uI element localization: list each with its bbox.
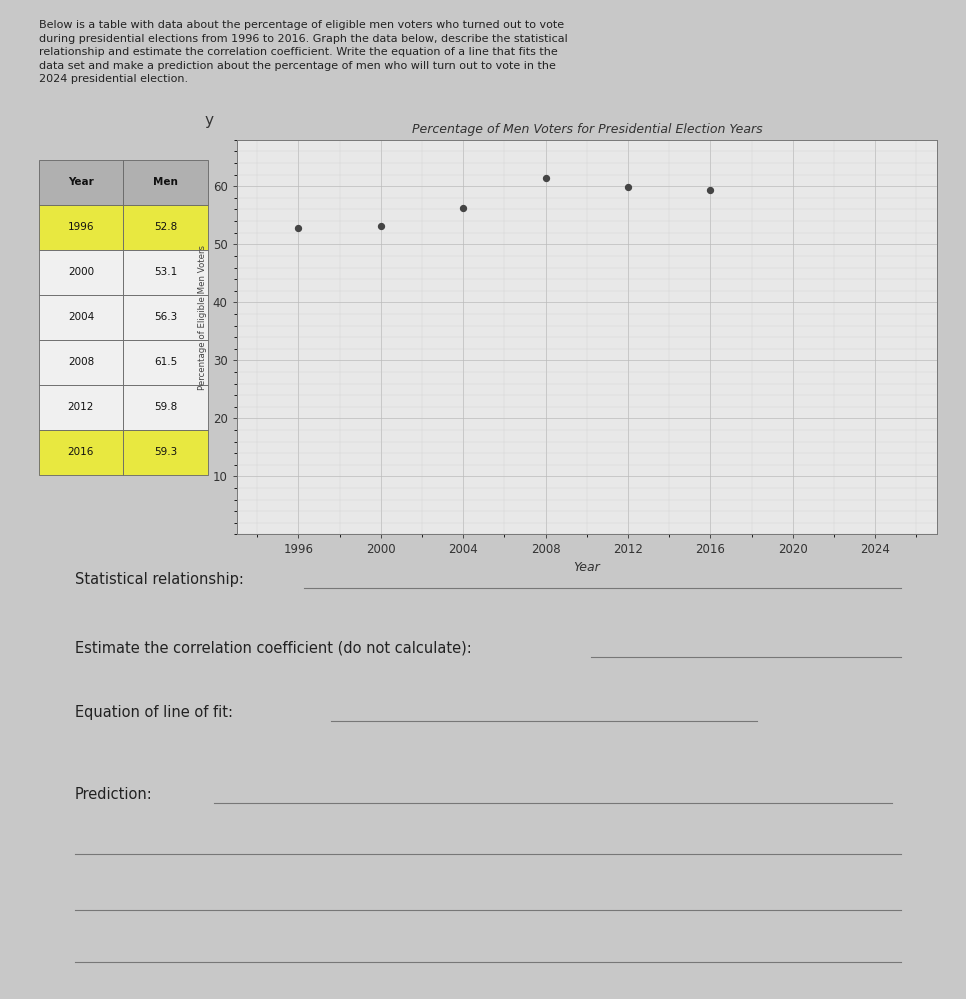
Text: Percentage of Eligible Men Voters: Percentage of Eligible Men Voters: [198, 245, 208, 390]
Text: y: y: [204, 113, 213, 128]
Point: [620, 180, 636, 196]
Bar: [39, 385, 124, 430]
Text: 53.1: 53.1: [154, 267, 177, 278]
Bar: [124, 250, 208, 295]
Text: Prediction:: Prediction:: [74, 787, 153, 802]
Text: Year: Year: [68, 177, 94, 188]
Text: 2012: 2012: [68, 402, 94, 413]
Text: Statistical relationship:: Statistical relationship:: [74, 572, 243, 587]
Point: [538, 170, 554, 186]
Text: 59.8: 59.8: [154, 402, 177, 413]
Bar: [124, 430, 208, 475]
Bar: [39, 250, 124, 295]
Text: 2004: 2004: [68, 312, 94, 323]
Bar: [124, 340, 208, 385]
Bar: [39, 430, 124, 475]
Text: Estimate the correlation coefficient (do not calculate):: Estimate the correlation coefficient (do…: [74, 640, 471, 655]
Text: 59.3: 59.3: [154, 447, 177, 458]
X-axis label: Year: Year: [574, 560, 600, 573]
Bar: [124, 385, 208, 430]
Text: 1996: 1996: [68, 222, 94, 233]
Text: 61.5: 61.5: [154, 357, 177, 368]
Point: [291, 220, 306, 236]
Point: [456, 200, 471, 216]
Text: Below is a table with data about the percentage of eligible men voters who turne: Below is a table with data about the per…: [39, 20, 567, 84]
Text: 52.8: 52.8: [154, 222, 177, 233]
Bar: [39, 160, 124, 205]
Text: Men: Men: [153, 177, 178, 188]
Bar: [124, 160, 208, 205]
Bar: [39, 205, 124, 250]
Title: Percentage of Men Voters for Presidential Election Years: Percentage of Men Voters for Presidentia…: [412, 123, 762, 136]
Text: Equation of line of fit:: Equation of line of fit:: [74, 705, 233, 720]
Bar: [39, 295, 124, 340]
Text: 2008: 2008: [68, 357, 94, 368]
Text: 56.3: 56.3: [154, 312, 177, 323]
Point: [702, 183, 718, 199]
Point: [373, 219, 388, 235]
Bar: [124, 295, 208, 340]
Text: 2016: 2016: [68, 447, 94, 458]
Bar: [39, 340, 124, 385]
Bar: [124, 205, 208, 250]
Text: 2000: 2000: [68, 267, 94, 278]
